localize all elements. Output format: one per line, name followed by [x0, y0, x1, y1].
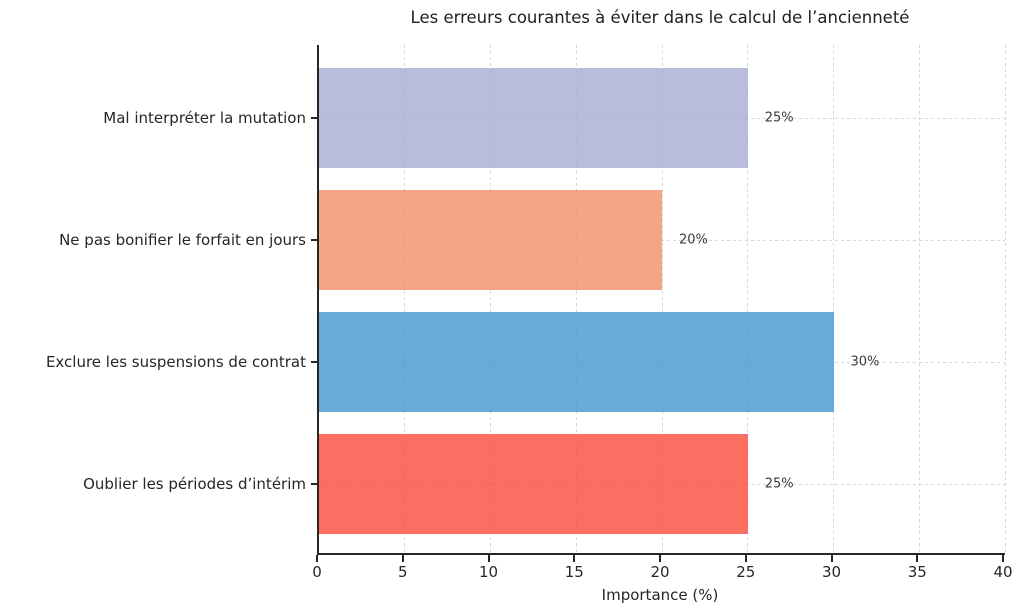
x-tick-mark — [1002, 555, 1004, 562]
x-gridline — [404, 45, 406, 553]
x-tick-mark — [401, 555, 404, 562]
category-label: Ne pas bonifier le forfait en jours — [59, 231, 306, 249]
x-tick-label: 0 — [312, 563, 322, 581]
category-label: Oublier les périodes d’intérim — [83, 475, 306, 493]
x-gridline — [747, 45, 749, 553]
x-tick-label: 20 — [650, 563, 670, 581]
x-tick-mark — [573, 555, 576, 562]
x-tick-label: 5 — [397, 563, 408, 581]
y-tick-mark — [311, 117, 317, 119]
y-gridline — [319, 239, 1005, 241]
x-tick-mark — [659, 555, 661, 562]
bar — [319, 190, 662, 290]
x-tick-mark — [744, 555, 747, 562]
category-label: Mal interpréter la mutation — [103, 109, 306, 127]
plot-area: 25% 20% 30% 25% — [317, 45, 1006, 555]
x-tick-label: 30 — [821, 563, 842, 581]
x-gridline — [918, 45, 920, 553]
y-tick-mark — [311, 239, 317, 241]
bar — [319, 312, 834, 412]
x-gridline — [1004, 45, 1006, 553]
x-tick-mark — [316, 555, 318, 562]
y-tick-mark — [311, 483, 317, 485]
x-gridline — [833, 45, 834, 553]
category-label: Exclure les suspensions de contrat — [45, 353, 306, 371]
x-tick-label: 40 — [993, 563, 1013, 581]
x-tick-label: 10 — [478, 563, 499, 581]
chart-title: Les erreurs courantes à éviter dans le c… — [410, 8, 910, 27]
x-tick-label: 35 — [907, 563, 927, 581]
bar-value-label: 20% — [679, 232, 708, 248]
x-gridline — [575, 45, 577, 553]
bar — [319, 434, 748, 534]
x-gridline — [490, 45, 491, 553]
bar-value-label: 25% — [764, 476, 794, 492]
x-tick-mark — [830, 555, 833, 562]
x-tick-mark — [916, 555, 919, 562]
y-tick-mark — [311, 361, 317, 363]
bar-value-label: 30% — [850, 354, 880, 370]
x-gridline — [661, 45, 663, 553]
bar — [319, 68, 748, 168]
x-tick-label: 15 — [564, 563, 584, 581]
x-tick-mark — [487, 555, 490, 562]
x-tick-label: 25 — [736, 563, 756, 581]
bar-value-label: 25% — [764, 110, 794, 126]
x-axis-label: Importance (%) — [601, 586, 719, 604]
